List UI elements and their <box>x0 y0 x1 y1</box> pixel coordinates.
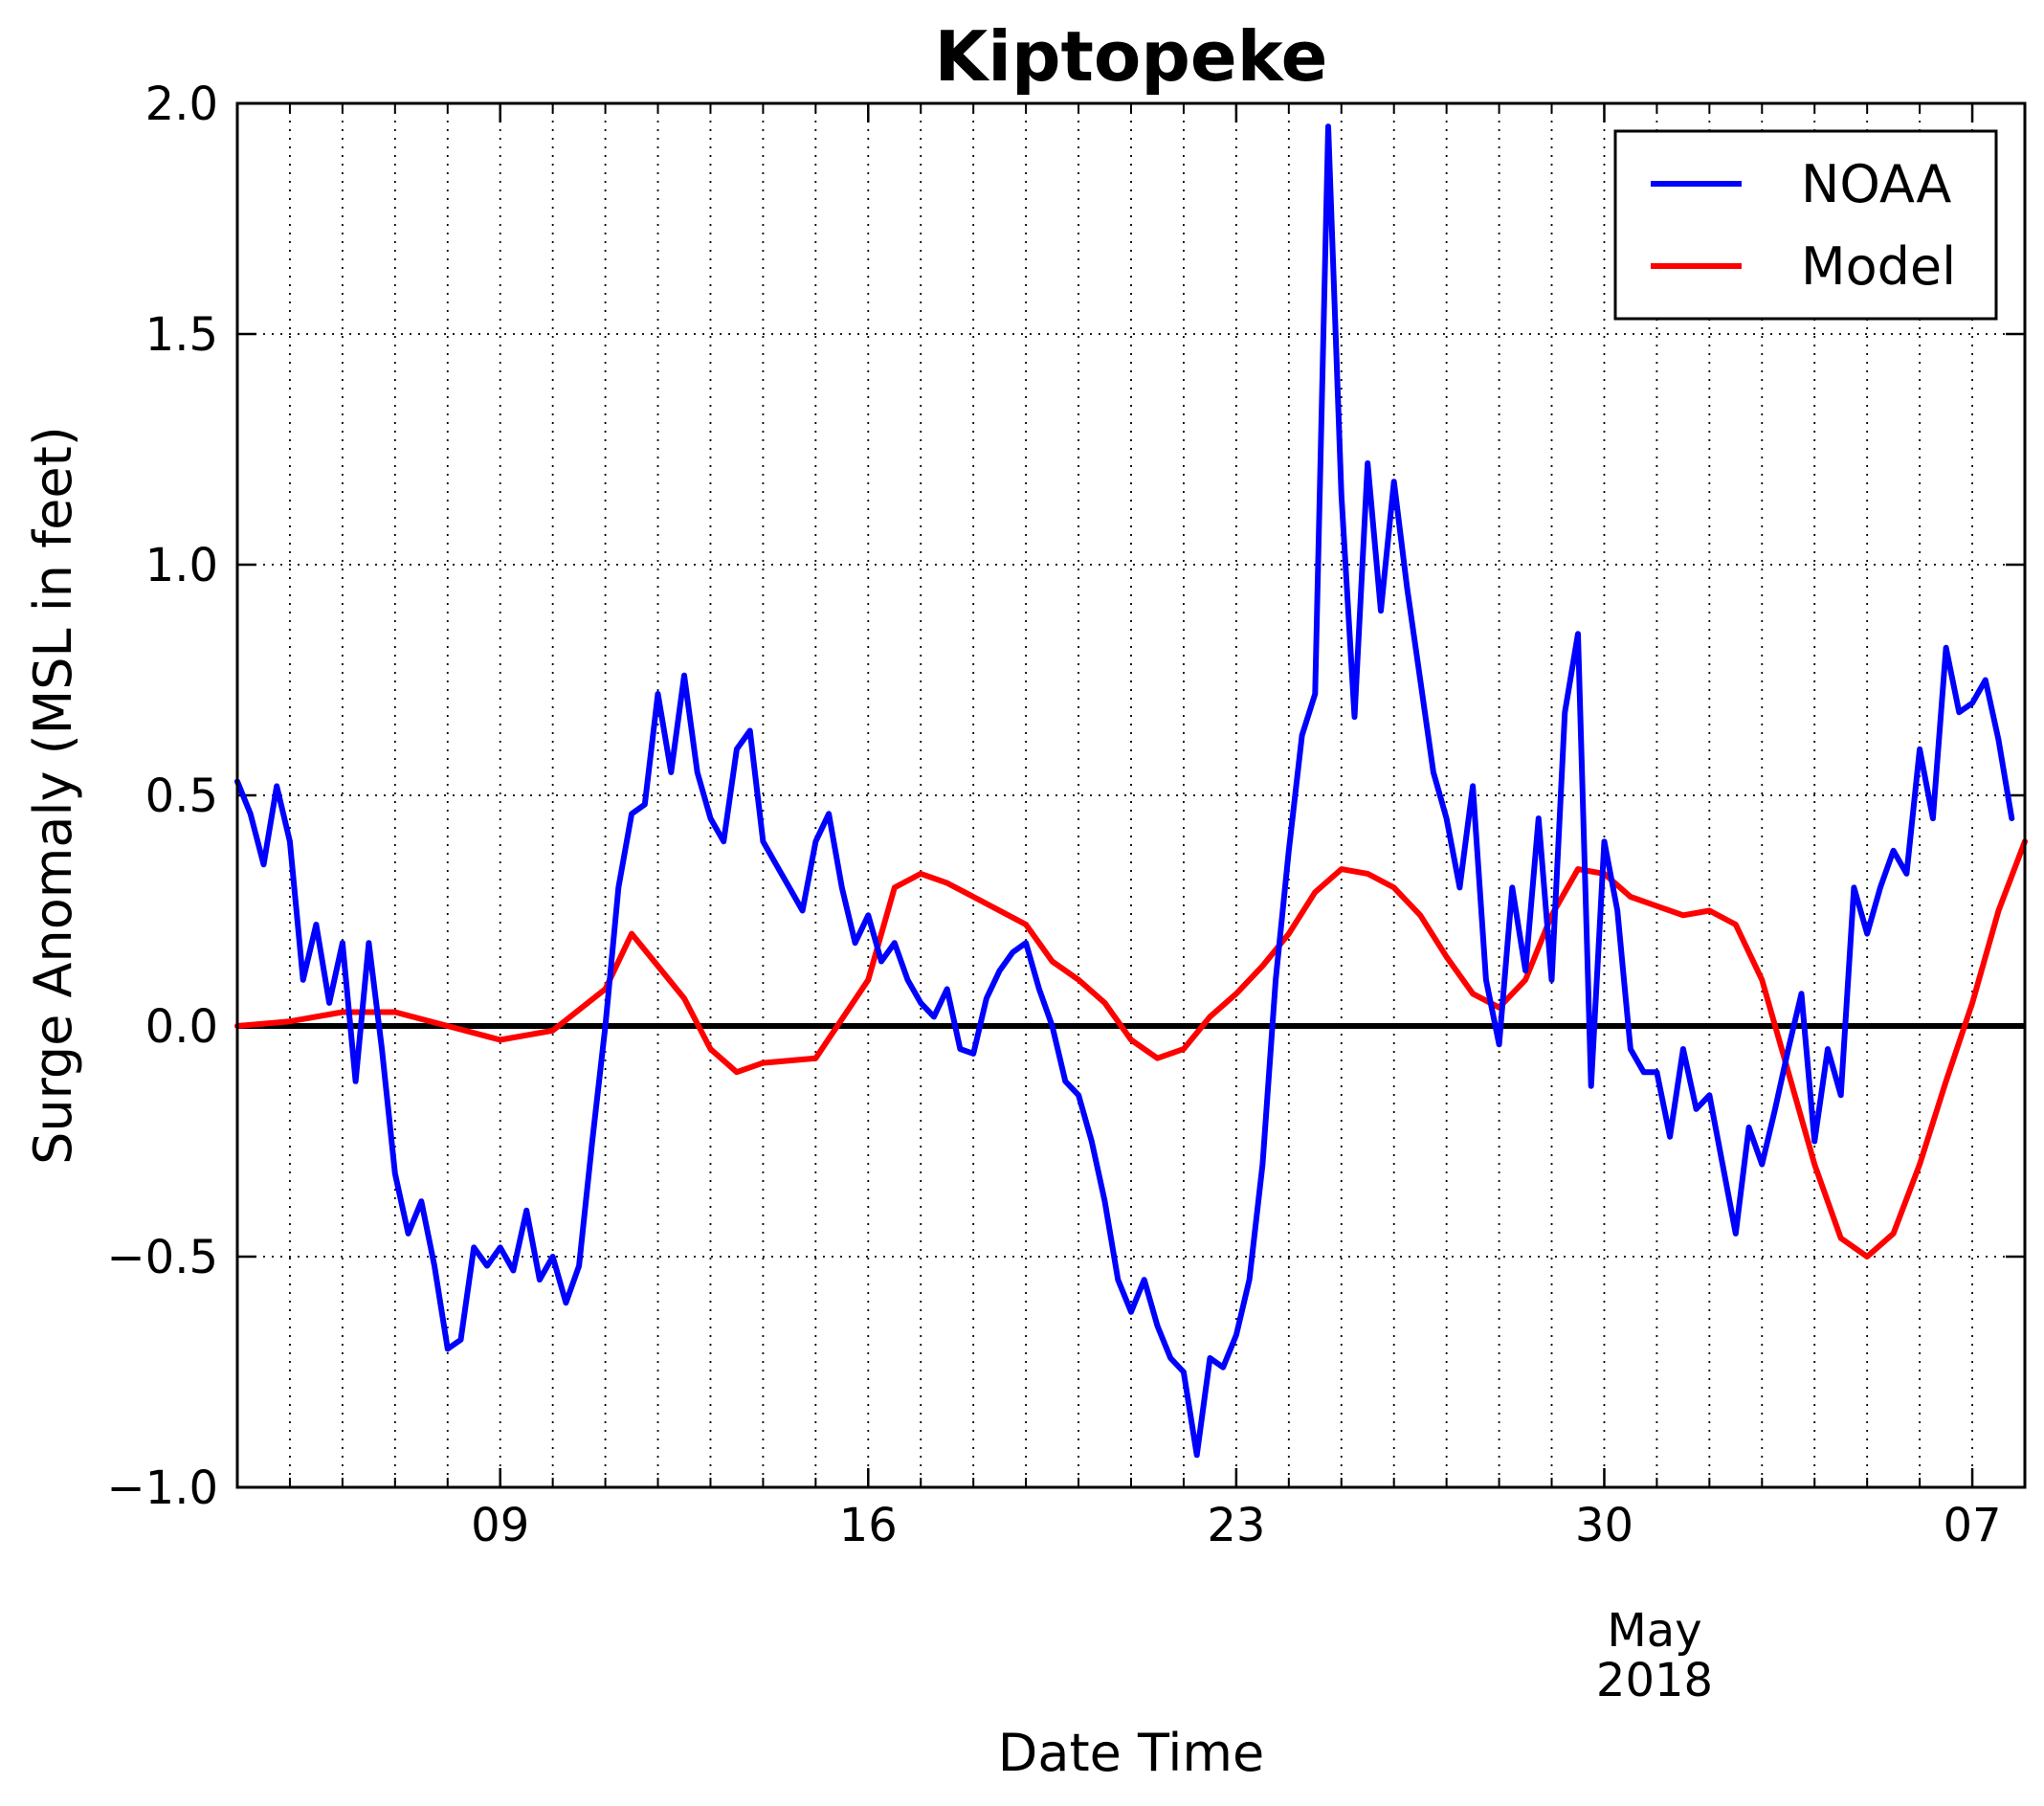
y-tick-label: −0.5 <box>106 1231 218 1284</box>
x-offset-label-month: May <box>1607 1604 1701 1658</box>
legend: NOAA Model <box>1613 129 1998 321</box>
series-line-noaa <box>234 123 2015 1459</box>
y-axis-label: Surge Anomaly (MSL in feet) <box>23 426 83 1165</box>
legend-box <box>1613 129 1998 321</box>
plot-series <box>234 123 2028 1459</box>
x-tick-labels: 09 16 23 30 07 <box>471 1499 2001 1552</box>
x-tick-label: 09 <box>471 1499 529 1552</box>
plot-frame <box>235 101 2027 1489</box>
series-line-model <box>234 838 2028 1260</box>
y-tick-label: 1.0 <box>145 539 218 592</box>
x-tick-label: 16 <box>839 1499 898 1552</box>
x-tick-label: 30 <box>1575 1499 1633 1552</box>
chart-title: Kiptopeke <box>934 16 1327 97</box>
y-tick-label: 2.0 <box>145 78 218 131</box>
x-axis-label: Date Time <box>998 1723 1264 1783</box>
x-tick-label: 23 <box>1207 1499 1265 1552</box>
y-tick-label: 0.0 <box>145 1000 218 1054</box>
y-tick-label: 0.5 <box>145 769 218 823</box>
y-tick-label: −1.0 <box>106 1461 218 1515</box>
legend-label-model: Model <box>1801 236 1956 297</box>
y-tick-label: 1.5 <box>145 308 218 362</box>
y-tick-labels: −1.0 −0.5 0.0 0.5 1.0 1.5 2.0 <box>106 78 218 1515</box>
x-tick-label: 07 <box>1944 1499 2002 1552</box>
legend-label-noaa: NOAA <box>1801 154 1951 214</box>
x-tick-marks <box>288 103 1974 1487</box>
x-offset-label-year: 2018 <box>1596 1654 1713 1707</box>
